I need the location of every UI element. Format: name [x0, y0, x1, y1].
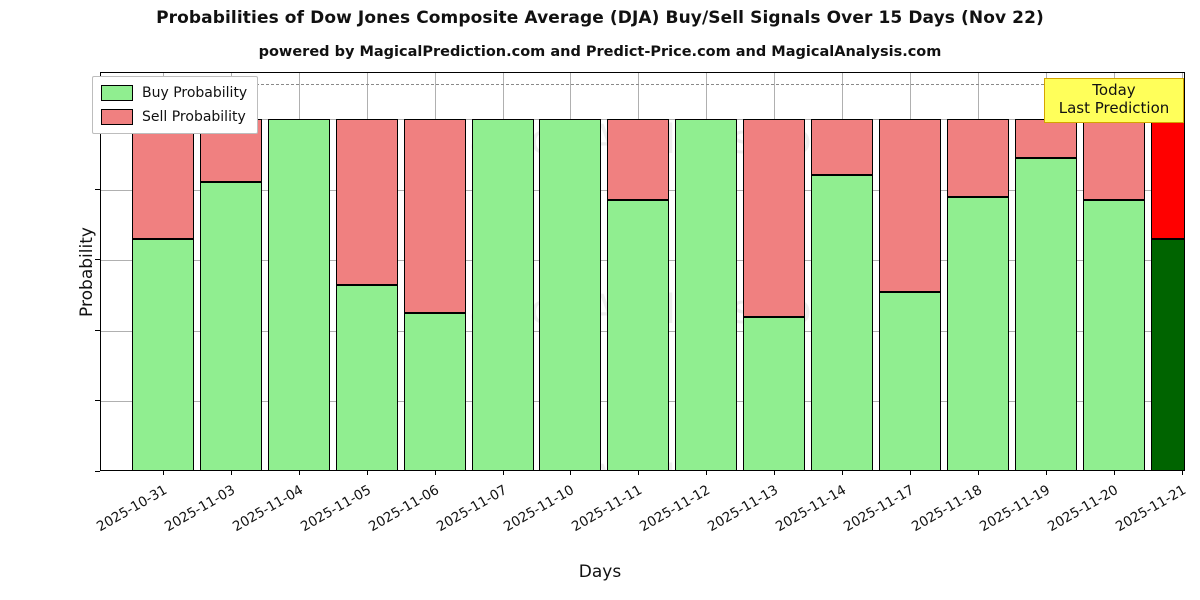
legend-label-buy: Buy Probability: [142, 85, 248, 101]
bar-segment-sell[interactable]: [607, 118, 670, 201]
bar-segment-buy[interactable]: [1082, 200, 1145, 470]
x-tick-mark: [230, 470, 232, 475]
bar-segment-sell[interactable]: [403, 118, 466, 314]
x-tick-mark: [570, 470, 572, 475]
x-tick-mark: [706, 470, 708, 475]
x-tick-mark: [1113, 470, 1115, 475]
bar-segment-buy[interactable]: [811, 175, 873, 470]
bar-today[interactable]: [1150, 73, 1184, 470]
x-tick-mark: [977, 470, 979, 475]
legend-item-buy[interactable]: Buy Probability: [101, 83, 247, 103]
bar[interactable]: [811, 73, 873, 470]
bar[interactable]: [335, 73, 398, 470]
bar-segment-sell[interactable]: [132, 118, 194, 239]
today-annotation-line2: Last Prediction: [1058, 98, 1170, 117]
y-axis-label: Probability: [76, 226, 97, 317]
legend-swatch-buy: [101, 85, 133, 101]
bar[interactable]: [539, 73, 602, 470]
legend-item-sell[interactable]: Sell Probability: [101, 107, 247, 127]
x-tick-mark: [774, 470, 776, 475]
bar-segment-sell[interactable]: [1082, 118, 1145, 201]
bar[interactable]: [471, 73, 534, 470]
bar-segment-buy[interactable]: [199, 182, 262, 470]
x-tick-mark: [842, 470, 843, 475]
bar-segment-buy[interactable]: [946, 196, 1009, 470]
bar[interactable]: [946, 73, 1009, 470]
bar[interactable]: [743, 73, 806, 470]
bar-segment-buy[interactable]: [1150, 238, 1184, 470]
today-annotation-line1: Today: [1092, 81, 1136, 99]
legend-swatch-sell: [101, 109, 133, 125]
bar-segment-sell[interactable]: [335, 118, 398, 285]
x-tick-mark: [366, 470, 368, 475]
bar-segment-sell[interactable]: [878, 118, 941, 292]
y-tick-mark: [95, 471, 100, 472]
bar-segment-sell[interactable]: [1014, 118, 1077, 158]
chart-title: Probabilities of Dow Jones Composite Ave…: [156, 8, 1044, 28]
bar-segment-buy[interactable]: [267, 118, 330, 470]
bar[interactable]: [607, 73, 670, 470]
bar-segment-buy[interactable]: [335, 284, 398, 470]
x-tick-mark: [1045, 470, 1047, 475]
bar-segment-buy[interactable]: [471, 118, 534, 470]
bar[interactable]: [132, 73, 194, 470]
bar-segment-buy[interactable]: [1014, 157, 1077, 470]
bar-segment-buy[interactable]: [743, 316, 806, 470]
bar-segment-sell[interactable]: [743, 118, 806, 317]
bar-segment-buy[interactable]: [675, 118, 738, 470]
bar[interactable]: [199, 73, 262, 470]
bar[interactable]: [1082, 73, 1145, 470]
x-axis-label: Days: [578, 562, 622, 582]
x-tick-mark: [298, 470, 300, 475]
bar[interactable]: [675, 73, 738, 470]
plot-area: MagicalAnalysis.comMagicalAnalysis.comMa…: [100, 72, 1185, 475]
legend-label-sell: Sell Probability: [142, 109, 246, 125]
x-tick-mark: [434, 470, 436, 475]
plot-inner: MagicalAnalysis.comMagicalAnalysis.comMa…: [101, 73, 1184, 470]
bar-segment-buy[interactable]: [878, 291, 941, 470]
bar-segment-buy[interactable]: [539, 118, 602, 470]
bar-segment-sell[interactable]: [1150, 118, 1184, 239]
bar-segment-sell[interactable]: [946, 118, 1009, 197]
bar-segment-buy[interactable]: [607, 200, 670, 470]
x-tick-mark: [638, 470, 640, 475]
bar-segment-buy[interactable]: [132, 238, 194, 470]
chart-subtitle: powered by MagicalPrediction.com and Pre…: [258, 44, 942, 60]
bar[interactable]: [403, 73, 466, 470]
bar[interactable]: [267, 73, 330, 470]
bar[interactable]: [1014, 73, 1077, 470]
bar-segment-buy[interactable]: [403, 313, 466, 470]
chart-legend: Buy Probability Sell Probability: [92, 76, 259, 134]
x-tick-mark: [502, 470, 504, 475]
x-tick-mark: [909, 470, 911, 475]
threshold-dashed-line: [101, 83, 1184, 85]
bar-segment-sell[interactable]: [811, 118, 873, 176]
x-tick-mark: [163, 470, 164, 475]
today-annotation: Today Last Prediction: [1044, 78, 1184, 124]
bar[interactable]: [878, 73, 941, 470]
x-tick-mark: [1181, 470, 1183, 475]
